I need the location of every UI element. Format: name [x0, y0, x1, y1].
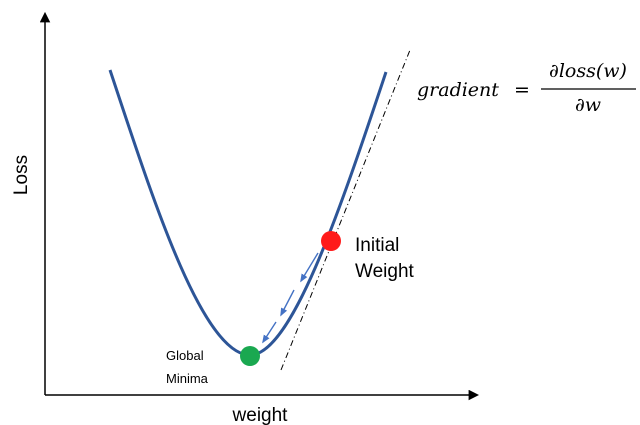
global-minima-label-line2: Minima: [166, 371, 209, 386]
y-axis-label: Loss: [11, 155, 32, 195]
initial-weight-label-line2: Weight: [355, 261, 415, 282]
global-minima-point: [240, 346, 260, 366]
step-arrow-2: [280, 289, 295, 317]
step-arrow-3: [262, 321, 277, 344]
step-arrow-1: [300, 252, 319, 283]
formula-equals: =: [514, 79, 530, 101]
formula-denominator: ∂w: [575, 94, 601, 116]
initial-weight-point: [321, 231, 341, 251]
formula-numerator: ∂loss(w): [549, 60, 627, 82]
tangent-line: [280, 49, 411, 371]
formula-lhs: gradient: [417, 79, 499, 101]
gradient-formula: gradient = ∂loss(w) ∂w: [417, 60, 636, 116]
initial-weight-label-line1: Initial: [355, 235, 399, 256]
x-axis-label: weight: [232, 405, 289, 425]
global-minima-label-line1: Global: [166, 348, 204, 363]
